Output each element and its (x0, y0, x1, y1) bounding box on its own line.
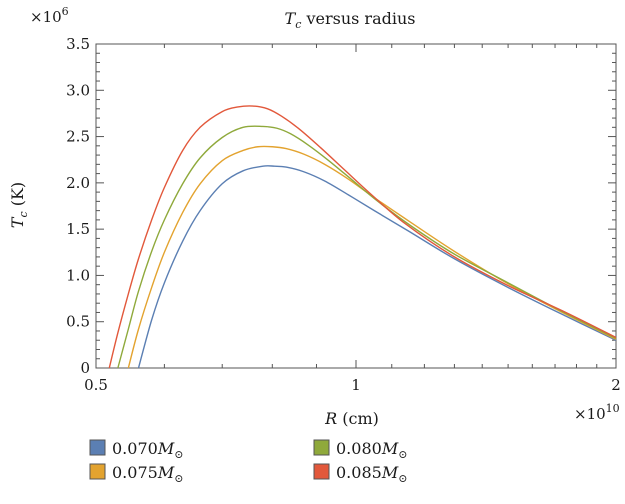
plot-frame (95, 43, 617, 369)
x-multiplier-exponent: 10 (606, 402, 620, 415)
legend-item-0.070: 0.070M⊙ (89, 439, 183, 461)
legend-mass-value: 0.080 (336, 439, 382, 458)
y-tick-label: 2.0 (66, 174, 90, 192)
legend-swatch (313, 439, 330, 456)
x-tick-label: 1 (351, 376, 361, 394)
y-tick-label: 2.5 (66, 128, 90, 146)
series-line-0.080 (117, 125, 617, 369)
chart-title-subscript: c (295, 18, 301, 31)
y-multiplier-exponent: 6 (62, 5, 69, 18)
legend-mass-symbol: M (381, 439, 399, 458)
x-tick-label: 2 (611, 376, 621, 394)
series-line-0.075 (127, 145, 617, 369)
y-tick-label: 1.0 (66, 266, 90, 284)
y-label-subscript: c (17, 211, 30, 217)
series-lines (108, 105, 617, 369)
y-multiplier-base: ×10 (30, 8, 62, 26)
legend-label: 0.070M⊙ (112, 439, 183, 461)
legend-label: 0.080M⊙ (336, 439, 407, 461)
y-tick-label: 3.0 (66, 81, 90, 99)
x-multiplier-base: ×10 (574, 405, 606, 423)
legend-mass-value: 0.075 (112, 463, 158, 482)
legend-sun-subscript: ⊙ (398, 472, 407, 485)
y-label-unit: (K) (8, 182, 27, 212)
chart-title: Tc versus radius (285, 9, 416, 31)
legend-mass-symbol: M (381, 463, 399, 482)
legend-mass-symbol: M (157, 439, 175, 458)
legend-label: 0.085M⊙ (336, 463, 407, 485)
legend-item-0.075: 0.075M⊙ (89, 463, 183, 485)
x-label-symbol: R (324, 409, 337, 428)
x-label-unit: (cm) (337, 409, 379, 428)
y-tick-label: 0 (80, 359, 90, 377)
y-axis-label: Tc (K) (8, 182, 30, 228)
chart-title-symbol: T (285, 9, 297, 28)
y-tick-label: 1.5 (66, 220, 90, 238)
legend-mass-symbol: M (157, 463, 175, 482)
legend-sun-subscript: ⊙ (174, 448, 183, 461)
x-tick-label: 0.5 (84, 376, 108, 394)
legend-mass-value: 0.070 (112, 439, 158, 458)
legend: 0.070M⊙0.075M⊙0.080M⊙0.085M⊙ (89, 439, 407, 485)
legend-item-0.080: 0.080M⊙ (313, 439, 407, 461)
legend-swatch (313, 463, 330, 480)
legend-swatch (89, 439, 106, 456)
legend-label: 0.075M⊙ (112, 463, 183, 485)
series-line-0.070 (137, 165, 617, 369)
plot-area-border (95, 43, 617, 369)
legend-sun-subscript: ⊙ (398, 448, 407, 461)
series-line-0.085 (108, 105, 617, 369)
axis-ticks: 00.51.01.52.02.53.03.50.5 1 2 (66, 35, 621, 394)
y-label-symbol: T (8, 216, 27, 228)
x-axis-multiplier: ×1010 (574, 402, 620, 423)
legend-mass-value: 0.085 (336, 463, 382, 482)
legend-sun-subscript: ⊙ (174, 472, 183, 485)
y-tick-label: 0.5 (66, 313, 90, 331)
y-axis-multiplier: ×106 (30, 5, 69, 26)
y-tick-label: 3.5 (66, 35, 90, 53)
chart-title-text: versus radius (301, 9, 415, 28)
legend-swatch (89, 463, 106, 480)
x-axis-label: R (cm) (324, 409, 379, 428)
legend-item-0.085: 0.085M⊙ (313, 463, 407, 485)
